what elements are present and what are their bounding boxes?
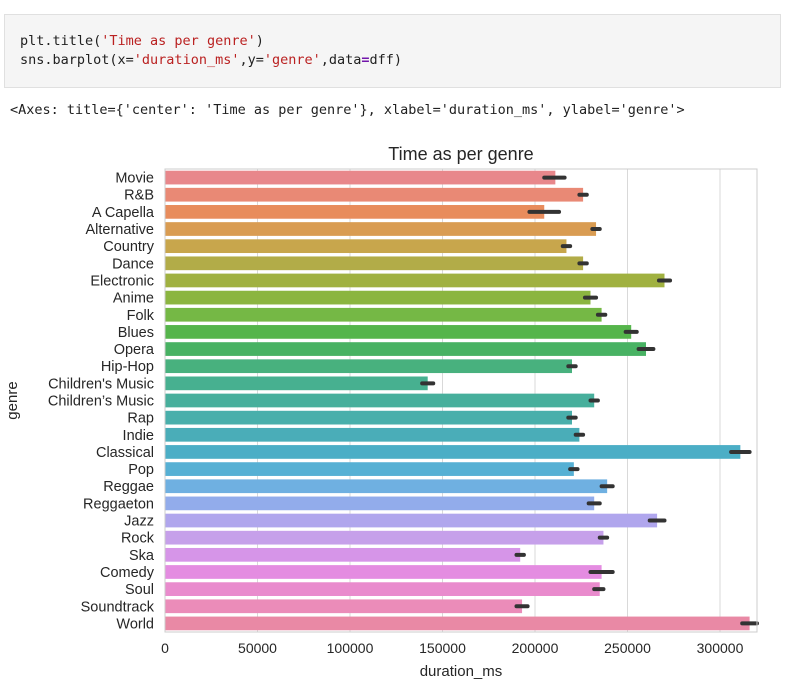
bar: [165, 273, 665, 288]
y-tick-label: Dance: [112, 256, 154, 272]
code-arg-y: ,y=: [239, 52, 264, 68]
bar: [165, 410, 572, 425]
bar: [165, 496, 595, 511]
code-operator-eq: =: [361, 52, 370, 68]
y-tick-label: Soul: [125, 582, 154, 598]
code-cell[interactable]: plt.title('Time as per genre') sns.barpl…: [4, 14, 781, 88]
bar-layer: [165, 170, 750, 631]
bar: [165, 582, 600, 596]
y-tick-label: World: [116, 616, 154, 632]
y-tick-label: Blues: [118, 325, 154, 341]
code-paren: ): [255, 33, 264, 49]
y-tick-label: Indie: [123, 428, 154, 444]
y-tick-label: Ska: [129, 548, 155, 564]
x-axis-label: duration_ms: [420, 663, 503, 680]
y-tick-label: Anime: [113, 291, 154, 307]
bar: [165, 256, 584, 271]
x-tick-label: 150000: [419, 640, 466, 656]
y-tick-label: Comedy: [100, 565, 155, 581]
bar: [165, 565, 602, 579]
bar: [165, 616, 750, 631]
chart-title: Time as per genre: [388, 144, 533, 164]
code-string-y: 'genre': [263, 52, 321, 68]
bar: [165, 513, 658, 528]
y-tick-label: Reggae: [103, 479, 154, 495]
y-tick-label: R&B: [124, 188, 154, 204]
x-tick-label: 0: [161, 640, 169, 656]
y-tick-label: Opera: [114, 342, 155, 358]
bar: [165, 530, 604, 545]
cell-output-text: <Axes: title={'center': 'Time as per gen…: [10, 102, 685, 118]
code-arg-data: ,data: [320, 52, 362, 68]
bar: [165, 239, 567, 254]
bar: [165, 547, 521, 562]
y-tick-label: Alternative: [85, 222, 154, 238]
ci-layer: [420, 175, 759, 626]
y-tick-label: Rap: [127, 411, 154, 427]
code-string-x: 'duration_ms': [133, 52, 240, 68]
y-tick-label: Country: [103, 239, 155, 255]
x-tick-label: 250000: [604, 640, 651, 656]
y-tick-label: Folk: [127, 308, 155, 324]
y-tick-label: Jazz: [124, 514, 154, 530]
code-fn-barplot: sns.barplot(x=: [20, 52, 134, 68]
bar: [165, 307, 602, 322]
bar: [165, 325, 632, 339]
y-tick-label: Rock: [121, 531, 155, 547]
y-tick-label: A Capella: [92, 205, 155, 221]
bar: [165, 359, 572, 374]
bar: [165, 427, 580, 442]
bar: [165, 342, 646, 356]
bar: [165, 445, 741, 459]
bar: [165, 462, 574, 476]
y-tick-label: Electronic: [90, 273, 154, 289]
plot-frame: [164, 168, 758, 633]
code-string-title: 'Time as per genre': [101, 33, 256, 49]
x-tick-label: 50000: [238, 640, 277, 656]
y-tick-label: Classical: [96, 445, 154, 461]
y-tick-label: Hip-Hop: [101, 359, 154, 375]
y-tick-label: Movie: [115, 171, 154, 187]
bar-chart: 0 50000 100000 150000 200000 250000 300000 Movi…: [4, 144, 759, 680]
y-tick-label: Soundtrack: [81, 599, 155, 615]
code-fn-plt-title: plt.title(: [20, 33, 102, 49]
code-line-barplot: sns.barplot(x='duration_ms',y='genre',da…: [20, 51, 780, 70]
bar: [165, 376, 428, 391]
x-tick-label: 200000: [512, 640, 559, 656]
bar: [165, 205, 545, 219]
y-axis-label: genre: [4, 381, 21, 419]
bar: [165, 393, 595, 408]
y-tick-label: Children’s Music: [48, 394, 154, 410]
y-tick-label: Children's Music: [48, 376, 154, 392]
code-arg-dff: dff): [369, 52, 403, 68]
bar: [165, 222, 597, 236]
y-tick-label: Pop: [128, 462, 154, 478]
y-tick-label: Reggaeton: [83, 496, 154, 512]
label-layer: 0 50000 100000 150000 200000 250000 300000 Movi…: [48, 171, 744, 656]
bar: [165, 290, 591, 305]
bar: [165, 599, 523, 614]
code-line-title: plt.title('Time as per genre'): [20, 32, 780, 51]
bar: [165, 170, 556, 185]
bar: [165, 479, 608, 494]
bar: [165, 187, 584, 202]
x-tick-label: 100000: [327, 640, 374, 656]
x-tick-label: 300000: [697, 640, 744, 656]
